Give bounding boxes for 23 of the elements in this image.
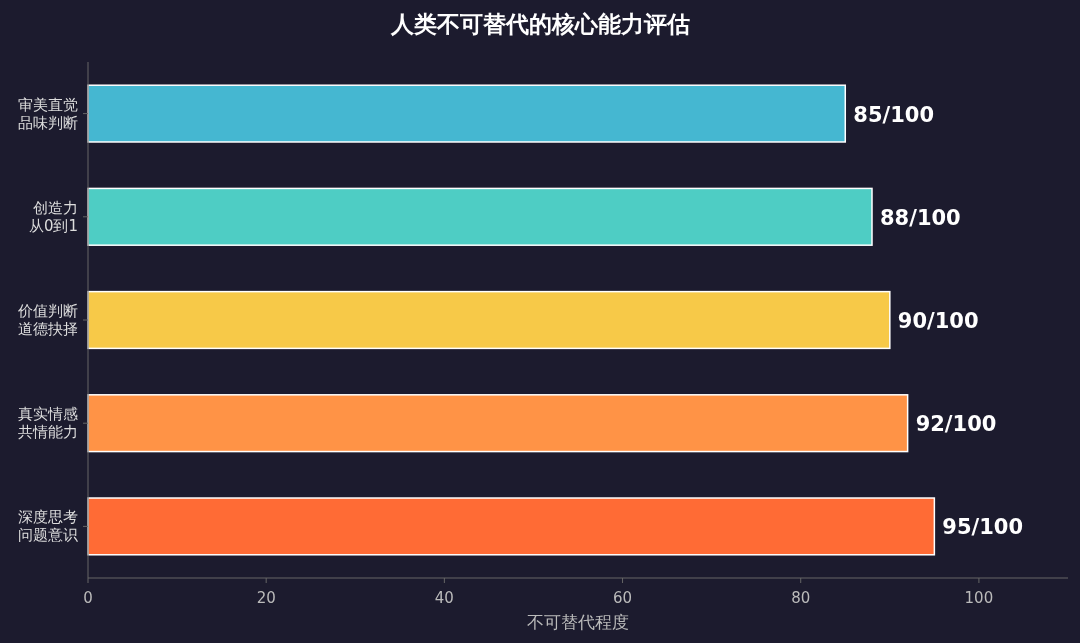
data-label: 90/100 <box>897 309 979 333</box>
x-tick-label: 100 <box>964 589 994 607</box>
chart-title: 人类不可替代的核心能力评估 <box>389 11 690 37</box>
x-tick-label: 40 <box>434 589 454 607</box>
x-tick-label: 60 <box>613 589 633 607</box>
bar <box>87 497 936 556</box>
y-tick-label: 真实情感共情能力 <box>18 405 78 442</box>
y-tick-label: 审美直觉品味判断 <box>18 95 78 132</box>
x-tick-label: 20 <box>256 589 276 607</box>
y-tick-label: 价值判断道德抉择 <box>17 302 78 338</box>
data-label: 95/100 <box>942 515 1024 540</box>
x-tick-label: 0 <box>83 589 93 607</box>
bar <box>87 290 891 350</box>
bar <box>87 187 873 246</box>
y-tick-label: 创造力从0到1 <box>28 198 78 235</box>
bar <box>87 84 847 143</box>
data-label: 88/100 <box>880 205 961 230</box>
x-tick-label: 80 <box>791 589 811 607</box>
bar <box>87 394 909 453</box>
data-label: 92/100 <box>915 412 997 437</box>
x-axis-title: 不可替代程度 <box>527 612 629 632</box>
data-label: 85/100 <box>853 102 935 127</box>
y-tick-label: 深度思考问题意识 <box>18 508 78 545</box>
